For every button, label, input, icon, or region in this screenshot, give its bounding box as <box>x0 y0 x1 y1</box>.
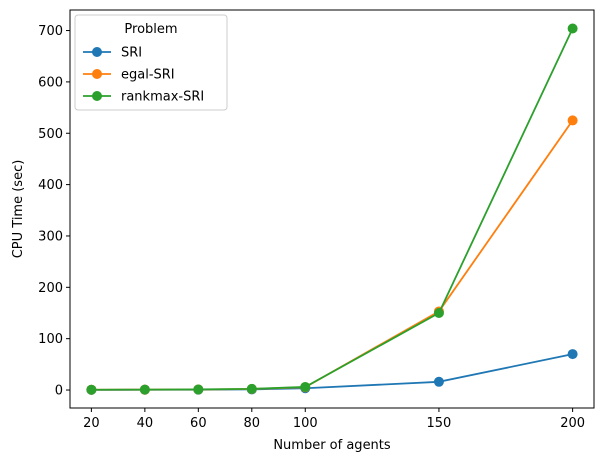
y-axis-ticks: 0 100 200 300 400 500 600 700 <box>38 24 70 399</box>
legend-entry: SRI <box>83 46 142 61</box>
plot-frame <box>69 9 595 409</box>
x-tick-label: 100 <box>293 416 318 431</box>
data-point <box>300 381 311 392</box>
y-tick-label: 200 <box>38 281 63 296</box>
series-line <box>91 119 574 391</box>
x-tick-label: 40 <box>137 416 154 431</box>
legend-label: rankmax-SRI <box>121 90 204 105</box>
legend-entry: egal-SRI <box>83 68 175 83</box>
x-axis-ticks: 20 40 60 80 100 150 200 <box>83 408 585 431</box>
x-tick-label: 80 <box>244 416 261 431</box>
x-tick-label: 150 <box>427 416 452 431</box>
data-point <box>433 307 444 318</box>
data-point <box>567 115 578 126</box>
x-tick-label: 20 <box>83 416 100 431</box>
y-tick-label: 400 <box>38 178 63 193</box>
data-point <box>567 23 578 34</box>
data-point <box>567 349 578 360</box>
y-tick-label: 100 <box>38 332 63 347</box>
series-layer <box>86 23 578 395</box>
y-tick-label: 0 <box>55 384 63 399</box>
legend-label: SRI <box>121 46 142 61</box>
x-tick-label: 60 <box>190 416 207 431</box>
data-point <box>139 384 150 395</box>
y-tick-label: 700 <box>38 24 63 39</box>
x-tick-label: 200 <box>560 416 585 431</box>
data-point <box>193 384 204 395</box>
y-axis-label: CPU Time (sec) <box>11 160 26 259</box>
data-point <box>86 384 97 395</box>
legend-swatch-marker <box>92 91 102 101</box>
y-tick-label: 300 <box>38 229 63 244</box>
y-tick-label: 600 <box>38 75 63 90</box>
legend-swatch-marker <box>92 69 102 79</box>
x-axis-label: Number of agents <box>273 438 391 453</box>
legend: Problem SRI egal-SRI rankmax-SRI <box>74 14 228 111</box>
series-egal-sri <box>86 115 578 395</box>
legend-title: Problem <box>124 22 177 37</box>
legend-label: egal-SRI <box>121 68 175 83</box>
legend-swatch-marker <box>92 47 102 57</box>
y-tick-label: 500 <box>38 127 63 142</box>
series-rankmax-sri <box>86 23 578 395</box>
legend-entry: rankmax-SRI <box>83 90 204 105</box>
data-point <box>246 383 257 394</box>
legend-box <box>74 14 228 111</box>
data-point <box>433 376 444 387</box>
